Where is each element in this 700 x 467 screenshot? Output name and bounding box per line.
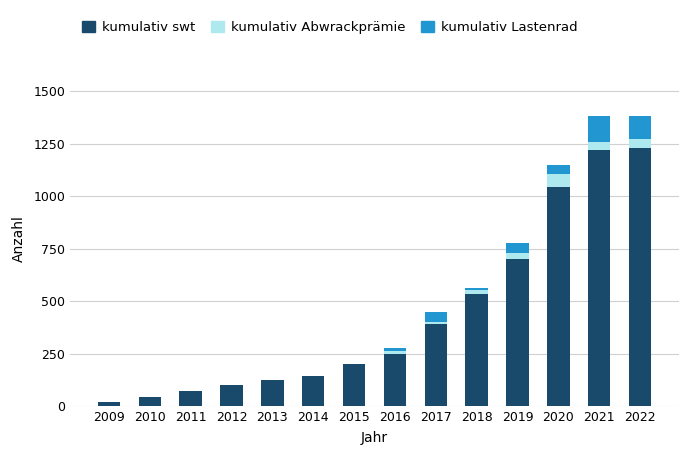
Bar: [466, 288, 488, 290]
Bar: [547, 164, 570, 174]
Bar: [629, 139, 651, 148]
Bar: [629, 148, 651, 406]
Bar: [588, 116, 610, 142]
Bar: [343, 364, 365, 406]
Bar: [98, 402, 120, 406]
Bar: [506, 243, 528, 253]
Bar: [425, 322, 447, 324]
Bar: [588, 150, 610, 406]
Bar: [466, 294, 488, 406]
Bar: [506, 253, 528, 259]
Y-axis label: Anzahl: Anzahl: [13, 215, 27, 262]
Bar: [425, 312, 447, 322]
X-axis label: Jahr: Jahr: [361, 431, 388, 445]
Bar: [629, 116, 651, 139]
Legend: kumulativ swt, kumulativ Abwrackprämie, kumulativ Lastenrad: kumulativ swt, kumulativ Abwrackprämie, …: [76, 16, 582, 40]
Bar: [139, 397, 161, 406]
Bar: [425, 324, 447, 406]
Bar: [384, 348, 406, 351]
Bar: [261, 380, 284, 406]
Bar: [506, 259, 528, 406]
Bar: [302, 376, 324, 406]
Bar: [466, 290, 488, 294]
Bar: [220, 385, 243, 406]
Bar: [588, 142, 610, 150]
Bar: [384, 351, 406, 354]
Bar: [179, 390, 202, 406]
Bar: [547, 187, 570, 406]
Bar: [547, 174, 570, 187]
Bar: [384, 354, 406, 406]
